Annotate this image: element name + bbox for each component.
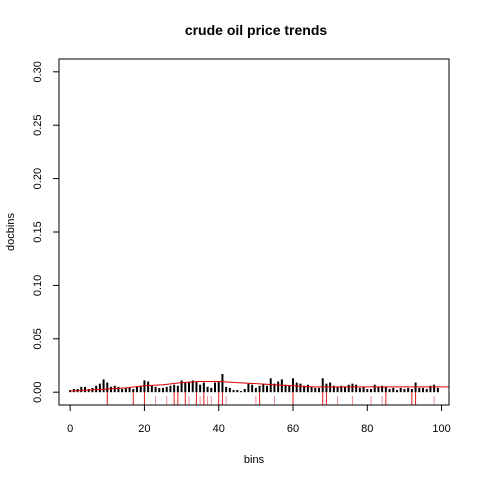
- x-axis-label: bins: [244, 454, 265, 466]
- y-tick-label: 0.10: [32, 275, 44, 296]
- y-axis-label: docbins: [5, 213, 17, 251]
- y-axis: 0.00 0.05 0.10 0.15 0.20 0.25 0.30: [32, 61, 60, 403]
- y-tick-label: 0.00: [32, 381, 44, 402]
- x-tick-label: 100: [432, 423, 450, 435]
- plot-area: [69, 374, 449, 405]
- y-tick-label: 0.30: [32, 61, 44, 82]
- chart-title: crude oil price trends: [185, 22, 328, 38]
- x-tick-label: 60: [287, 423, 299, 435]
- x-tick-label: 20: [138, 423, 150, 435]
- y-tick-label: 0.25: [32, 114, 44, 135]
- y-tick-label: 0.20: [32, 168, 44, 189]
- x-axis: 0 20 40 60 80 100: [67, 404, 451, 435]
- y-tick-label: 0.05: [32, 328, 44, 349]
- x-tick-label: 0: [67, 423, 73, 435]
- y-tick-label: 0.15: [32, 221, 44, 242]
- x-tick-label: 40: [213, 423, 225, 435]
- density-line: [70, 381, 449, 392]
- plot-frame: [58, 58, 450, 406]
- x-tick-label: 80: [361, 423, 373, 435]
